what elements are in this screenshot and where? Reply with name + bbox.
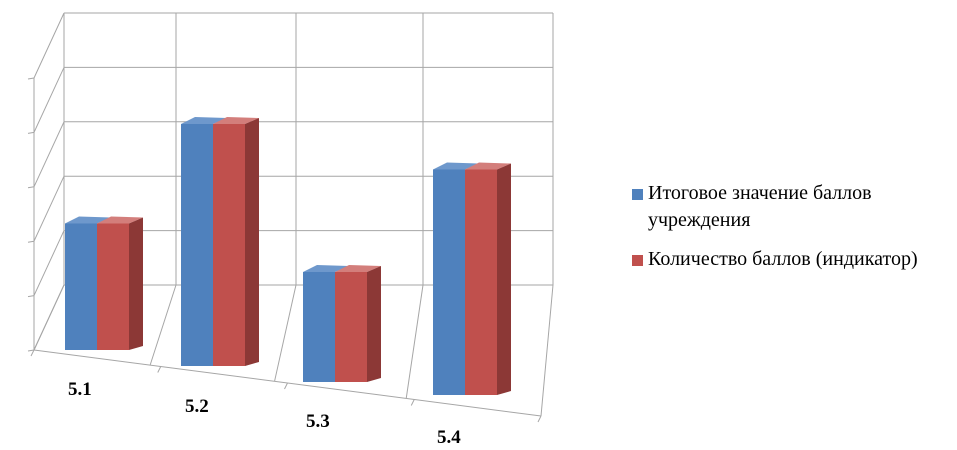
y-axis-tick	[27, 186, 35, 189]
bar-series-1-5-4	[433, 169, 465, 395]
gridline-side-horizontal	[33, 12, 65, 79]
category-labels: 5.1 5.2 5.3 5.4	[68, 379, 461, 448]
bar-top-face	[213, 117, 259, 124]
bar-top-face	[97, 216, 143, 224]
gridline-floor-depth	[149, 284, 177, 366]
gridline-floor-depth	[405, 284, 424, 399]
gridline-floor-depth	[274, 284, 297, 382]
gridline-floor-depth	[33, 284, 65, 351]
legend-swatch-series-2	[632, 255, 643, 266]
x-axis-tick	[410, 399, 415, 406]
y-axis-tick	[27, 240, 35, 243]
x-axis-tick	[537, 415, 542, 423]
y-axis-tick	[27, 295, 35, 298]
bar-side-face	[367, 266, 381, 382]
bar-top-face	[65, 216, 111, 224]
y-axis-tick	[27, 131, 35, 134]
bar-series-1-5-1	[65, 223, 97, 350]
bar-series-2-5-2	[213, 124, 245, 366]
gridline-side-horizontal	[33, 121, 65, 188]
bar-series-2-5-3	[335, 272, 367, 382]
x-axis-tick	[284, 382, 288, 390]
category-label-5-2: 5.2	[185, 396, 209, 417]
x-axis-tick	[157, 366, 162, 373]
gridline-side-horizontal	[33, 175, 65, 242]
bar-side-face	[129, 217, 143, 350]
bar-series-1-5-3	[303, 272, 335, 382]
category-label-5-4: 5.4	[437, 427, 461, 448]
x-axis-tick	[30, 349, 35, 357]
bar-top-face	[181, 117, 227, 124]
legend-item-series-2: Количество баллов (индикатор)	[632, 246, 952, 273]
gridline-side-horizontal	[33, 67, 65, 133]
legend-swatch-series-1	[632, 189, 643, 200]
bar-side-face	[245, 118, 259, 366]
y-axis-tick	[27, 77, 35, 80]
bar-top-face	[335, 265, 381, 272]
chart-legend: Итоговое значение баллов учреждения Коли…	[632, 180, 952, 285]
gridline-side-horizontal	[33, 230, 65, 296]
category-label-5-1: 5.1	[68, 379, 92, 400]
bar-side-face	[497, 163, 511, 395]
bar-series-1-5-2	[181, 124, 213, 366]
bar-top-face	[433, 162, 479, 170]
legend-label-series-1: Итоговое значение баллов учреждения	[648, 182, 872, 231]
bar-top-face	[303, 265, 349, 272]
chart-bars	[65, 117, 511, 395]
bar-series-2-5-1	[97, 223, 129, 350]
bar-top-face	[465, 162, 511, 170]
legend-label-series-2: Количество баллов (индикатор)	[648, 248, 918, 270]
bar-series-2-5-4	[465, 169, 497, 395]
gridline-floor-depth	[540, 284, 554, 417]
category-label-5-3: 5.3	[306, 411, 330, 432]
y-axis-tick	[27, 349, 35, 352]
legend-item-series-1: Итоговое значение баллов учреждения	[632, 180, 952, 234]
